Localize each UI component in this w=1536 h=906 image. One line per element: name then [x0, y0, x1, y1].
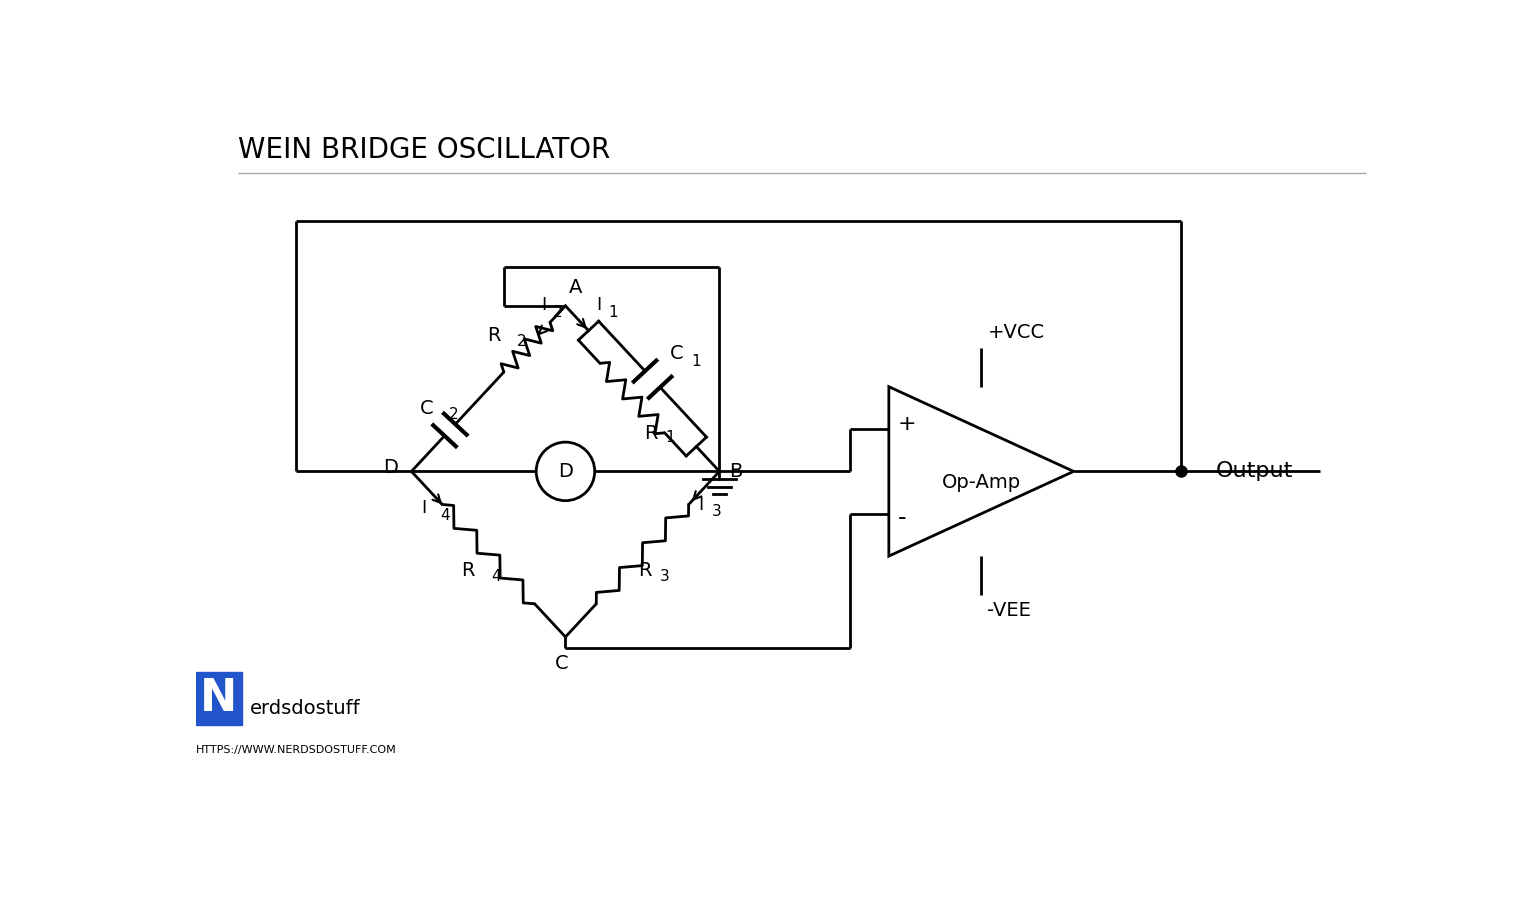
Text: 2: 2: [449, 407, 459, 422]
Text: HTTPS://WWW.NERDSDOSTUFF.COM: HTTPS://WWW.NERDSDOSTUFF.COM: [197, 745, 396, 755]
Text: 1: 1: [608, 304, 617, 320]
Text: 1: 1: [665, 430, 676, 445]
Text: 1: 1: [691, 353, 702, 369]
Text: 3: 3: [711, 505, 722, 519]
FancyBboxPatch shape: [197, 671, 243, 726]
Text: +: +: [899, 414, 917, 434]
Text: 4: 4: [492, 569, 501, 583]
Text: erdsdostuff: erdsdostuff: [250, 699, 361, 718]
Text: Output: Output: [1217, 461, 1293, 481]
Text: C: C: [419, 399, 433, 418]
Text: N: N: [200, 677, 238, 720]
Text: 2: 2: [553, 305, 562, 320]
Text: D: D: [558, 462, 573, 481]
Text: -: -: [899, 506, 906, 530]
Text: B: B: [728, 462, 742, 481]
Text: I: I: [421, 499, 427, 517]
Text: WEIN BRIDGE OSCILLATOR: WEIN BRIDGE OSCILLATOR: [238, 137, 610, 165]
Text: Op-Amp: Op-Amp: [942, 474, 1021, 493]
Text: A: A: [570, 277, 582, 296]
Text: I: I: [697, 496, 703, 514]
Text: 2: 2: [518, 334, 527, 349]
Text: 4: 4: [441, 507, 450, 523]
Text: C: C: [554, 654, 568, 673]
Text: R: R: [639, 561, 653, 580]
Text: R: R: [461, 561, 475, 580]
Text: 3: 3: [660, 569, 670, 583]
Text: R: R: [644, 424, 657, 443]
Text: R: R: [487, 326, 501, 345]
Text: I: I: [596, 295, 602, 313]
Text: C: C: [670, 343, 684, 362]
Text: -VEE: -VEE: [988, 601, 1031, 620]
Text: D: D: [382, 458, 398, 477]
Text: I: I: [541, 296, 547, 314]
Text: +VCC: +VCC: [988, 323, 1044, 342]
